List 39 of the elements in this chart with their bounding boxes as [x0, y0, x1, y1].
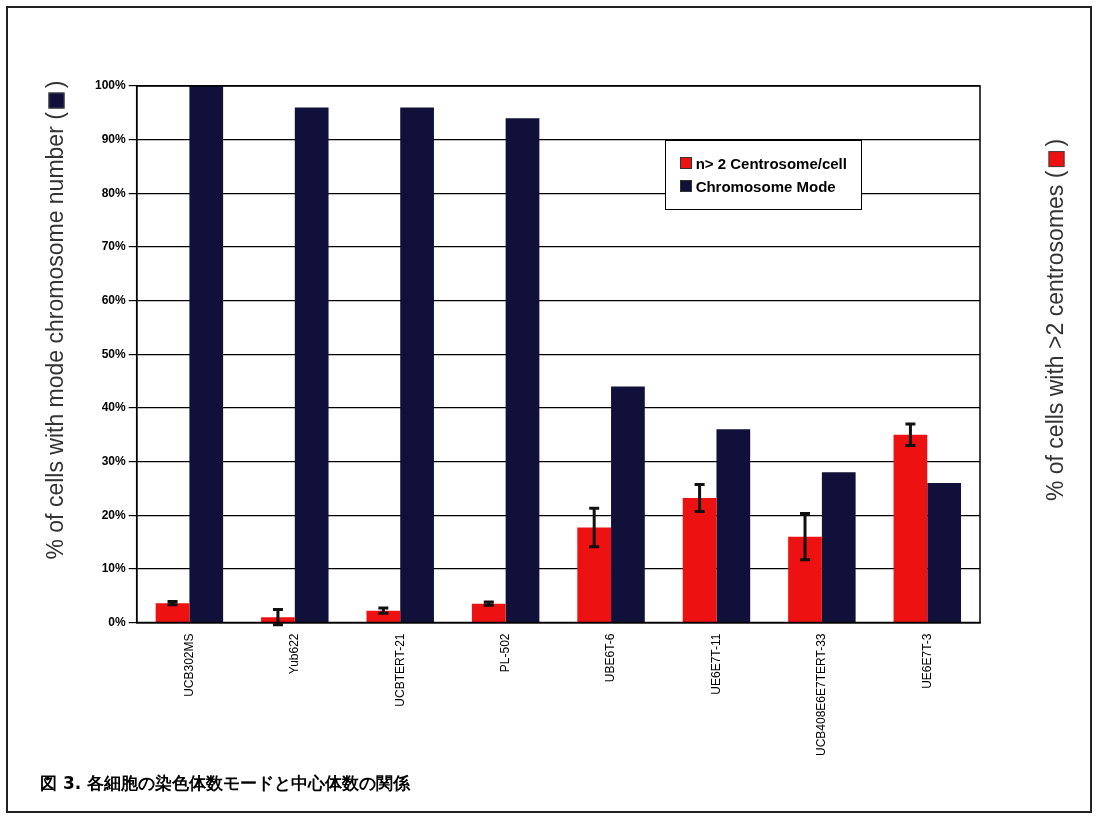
bar — [577, 527, 612, 622]
y-tick-label: 20% — [101, 507, 127, 522]
bar — [611, 386, 645, 622]
y-tick-label: 10% — [101, 561, 127, 576]
x-tick-label: PL-502 — [497, 633, 512, 673]
bar — [716, 429, 751, 622]
y-tick-label: 40% — [101, 400, 127, 415]
caption: 図 3. 各細胞の染色体数モードと中心体数の関係 — [40, 772, 411, 795]
bar — [189, 86, 224, 622]
bar — [261, 617, 295, 622]
x-tick-label: UCB302MS — [181, 633, 196, 697]
bar — [821, 472, 856, 622]
y-tick-label: 90% — [101, 131, 127, 146]
x-tick-label: UE6E7T-11 — [708, 633, 723, 695]
y-tick-label: 100% — [94, 78, 127, 93]
bar — [682, 498, 717, 622]
bar — [294, 107, 329, 622]
y-tick-label: 70% — [101, 239, 127, 254]
bar — [788, 536, 822, 622]
y-tick-label: 0% — [108, 614, 127, 629]
bar — [400, 107, 434, 622]
y-axis-title: % of cells with mode chromosome number () — [41, 80, 68, 560]
bar — [893, 434, 928, 622]
y-tick-label: 50% — [101, 346, 127, 361]
bar — [155, 603, 190, 622]
y-tick-label: 80% — [101, 185, 127, 200]
x-tick-label: UCBTERT-21 — [392, 633, 407, 707]
bar — [927, 483, 962, 622]
x-tick-label: UCB408E6E7TERT-33 — [814, 633, 829, 757]
y-tick-label: 30% — [101, 453, 127, 468]
legend-label: n> 2 Centrosome/cell — [695, 154, 847, 172]
x-tick-label: Yub622 — [287, 633, 302, 675]
bar — [471, 603, 506, 622]
bar — [505, 118, 540, 622]
x-tick-label: UE6E7T-3 — [919, 633, 934, 689]
y-tick-label: 60% — [101, 292, 127, 307]
legend-label: Chromosome Mode — [695, 177, 836, 195]
y2-axis-title: % of cells with >2 centrosomes () — [1041, 138, 1068, 502]
x-tick-label: UBE6T-6 — [603, 633, 618, 683]
